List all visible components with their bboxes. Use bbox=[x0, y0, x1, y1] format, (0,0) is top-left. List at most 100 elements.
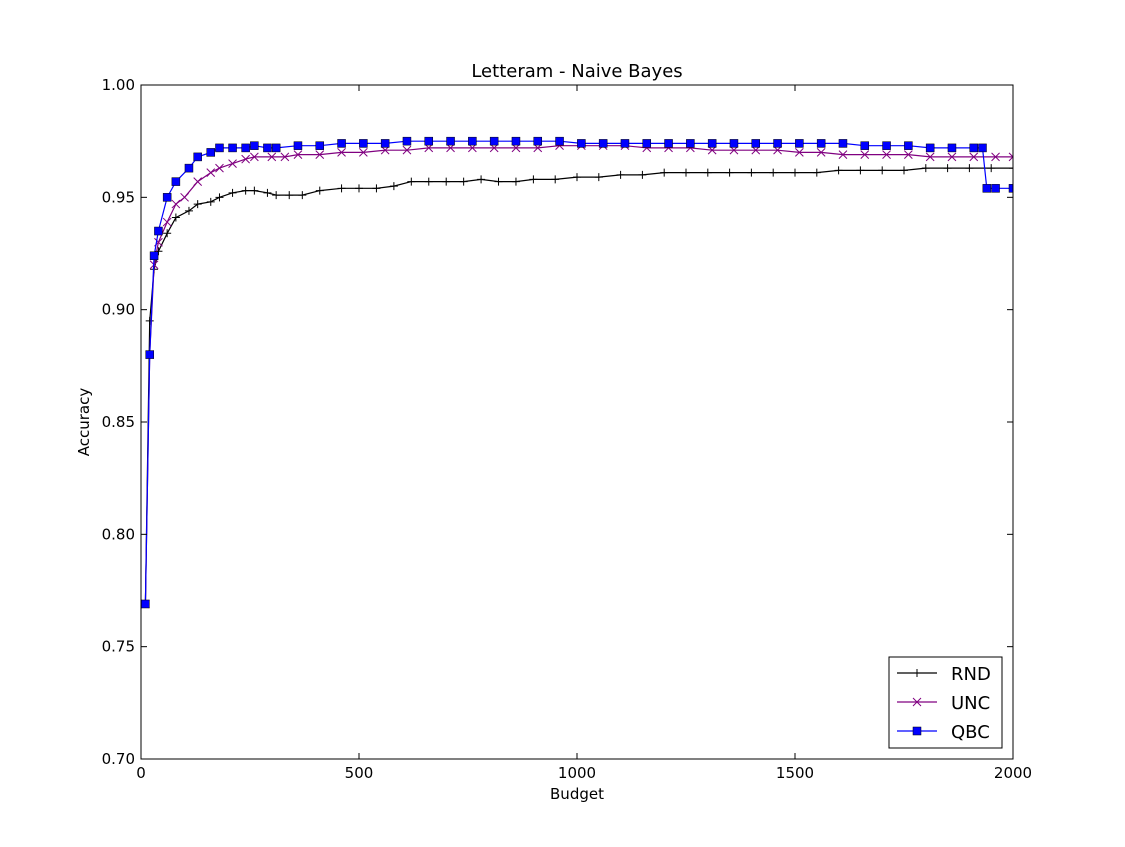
data-point-qbc bbox=[359, 139, 368, 148]
data-point-rnd bbox=[184, 206, 193, 215]
data-point-rnd bbox=[337, 184, 346, 193]
data-point-unc bbox=[359, 148, 368, 157]
data-point-rnd bbox=[529, 175, 538, 184]
data-point-rnd bbox=[424, 177, 433, 186]
data-point-qbc bbox=[402, 136, 412, 146]
data-point-rnd bbox=[206, 197, 215, 206]
data-point-rnd bbox=[638, 170, 647, 179]
data-point-qbc bbox=[1008, 184, 1013, 193]
data-point-rnd bbox=[272, 191, 281, 200]
legend-marker bbox=[912, 697, 922, 707]
data-point-unc bbox=[882, 150, 891, 160]
data-point-unc bbox=[228, 159, 237, 168]
series-rnd bbox=[141, 164, 1013, 608]
data-point-qbc bbox=[271, 143, 281, 153]
data-point-rnd bbox=[407, 177, 416, 186]
series-line-rnd bbox=[144, 167, 1013, 605]
data-point-qbc bbox=[206, 148, 216, 157]
data-point-qbc bbox=[162, 193, 172, 202]
y-tick-label: 0.75 bbox=[102, 638, 135, 656]
data-point-qbc bbox=[577, 139, 586, 148]
data-point-qbc bbox=[533, 136, 543, 146]
data-point-unc bbox=[250, 152, 259, 162]
data-point-qbc bbox=[149, 251, 159, 260]
data-point-rnd bbox=[965, 164, 974, 173]
legend: RND UNC QBC bbox=[888, 656, 1003, 749]
data-point-qbc bbox=[598, 139, 608, 148]
data-point-qbc bbox=[816, 139, 826, 148]
data-point-qbc bbox=[171, 177, 181, 186]
data-point-qbc bbox=[904, 141, 913, 150]
plot-frame bbox=[140, 84, 1014, 760]
data-point-rnd bbox=[145, 316, 154, 325]
data-point-rnd bbox=[573, 173, 581, 182]
data-point-rnd bbox=[263, 188, 272, 197]
x-tick-label: 1000 bbox=[558, 764, 596, 782]
data-point-qbc bbox=[773, 139, 782, 148]
legend-label: QBC bbox=[951, 722, 990, 743]
data-point-unc bbox=[267, 152, 277, 162]
data-point-qbc bbox=[424, 136, 434, 146]
data-point-rnd bbox=[315, 186, 324, 195]
x-tick-label: 500 bbox=[345, 764, 374, 782]
data-point-qbc bbox=[315, 141, 325, 150]
legend-item-unc: UNC bbox=[897, 693, 990, 714]
data-point-qbc bbox=[228, 143, 237, 153]
data-point-qbc bbox=[184, 163, 194, 173]
data-point-qbc bbox=[982, 184, 992, 193]
data-point-rnd bbox=[250, 186, 259, 195]
series-line-qbc bbox=[144, 140, 1013, 605]
data-point-qbc bbox=[969, 143, 979, 153]
data-point-unc bbox=[193, 177, 203, 186]
data-point-rnd bbox=[856, 166, 865, 175]
data-point-qbc bbox=[555, 136, 564, 146]
data-point-rnd bbox=[241, 186, 250, 195]
data-point-qbc bbox=[215, 143, 224, 153]
data-point-unc bbox=[860, 150, 870, 160]
data-point-rnd bbox=[703, 168, 712, 177]
data-point-rnd bbox=[834, 166, 843, 175]
data-point-unc bbox=[1008, 152, 1013, 162]
data-point-rnd bbox=[215, 193, 224, 202]
data-point-qbc bbox=[489, 136, 499, 146]
data-point-rnd bbox=[616, 170, 625, 179]
data-point-qbc bbox=[446, 136, 455, 146]
data-point-unc bbox=[293, 150, 303, 160]
legend-item-rnd: RND bbox=[897, 664, 991, 685]
data-point-qbc bbox=[751, 139, 761, 148]
data-point-qbc bbox=[925, 143, 935, 153]
data-point-rnd bbox=[477, 175, 486, 184]
data-point-qbc bbox=[380, 139, 390, 148]
y-tick-label: 0.70 bbox=[102, 750, 135, 768]
data-point-qbc bbox=[838, 139, 848, 148]
y-tick-label: 0.80 bbox=[102, 525, 135, 543]
data-point-unc bbox=[795, 148, 804, 157]
data-point-qbc bbox=[707, 139, 717, 148]
data-point-qbc bbox=[263, 143, 272, 153]
data-point-qbc bbox=[978, 143, 987, 153]
data-point-qbc bbox=[241, 143, 250, 153]
legend-item-qbc: QBC bbox=[897, 722, 990, 743]
data-point-rnd bbox=[389, 182, 398, 191]
data-point-rnd bbox=[921, 164, 930, 173]
legend-label: UNC bbox=[951, 693, 990, 714]
legend-label: RND bbox=[951, 664, 991, 685]
x-tick-label: 1500 bbox=[776, 764, 814, 782]
data-point-rnd bbox=[511, 177, 520, 186]
legend-marker bbox=[913, 669, 921, 677]
data-point-rnd bbox=[171, 213, 180, 222]
data-point-rnd bbox=[442, 177, 451, 186]
x-tick-label: 0 bbox=[136, 764, 146, 782]
data-point-rnd bbox=[812, 168, 821, 177]
data-point-rnd bbox=[163, 229, 172, 238]
series-qbc bbox=[141, 136, 1013, 609]
data-point-qbc bbox=[293, 141, 303, 150]
data-point-unc bbox=[171, 199, 181, 209]
data-point-qbc bbox=[511, 136, 521, 146]
data-point-rnd bbox=[459, 177, 468, 186]
data-point-qbc bbox=[882, 141, 891, 150]
data-point-rnd bbox=[494, 177, 503, 186]
series-unc bbox=[141, 141, 1013, 609]
data-point-unc bbox=[241, 154, 250, 164]
